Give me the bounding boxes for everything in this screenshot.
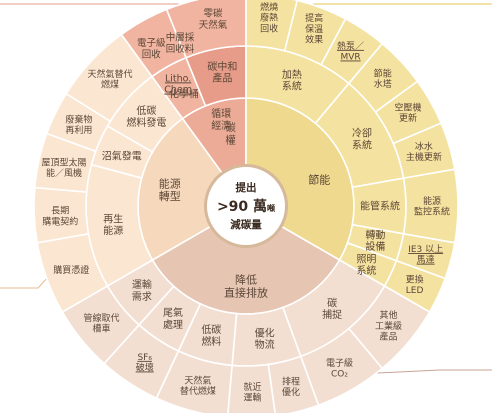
item-other-industrial: 其他工業級產品 xyxy=(375,309,402,342)
sub-tail-gas: 尾氣處理 xyxy=(163,306,183,331)
category-reduce-emission: 降低直接排放 xyxy=(224,273,268,300)
sub-low-carbon-fuel: 低碳燃料 xyxy=(201,323,221,348)
item-sf6: SF₆ 破壞 xyxy=(136,353,154,374)
category-energy-saving: 節能 xyxy=(308,172,330,186)
item-process-opt: 排程優化 xyxy=(282,375,300,398)
center-disc xyxy=(207,167,285,245)
category-carbon-right: 碳權 xyxy=(225,121,236,146)
sub-heating: 加熱系統 xyxy=(282,68,302,93)
sub-lighting: 照明系統 xyxy=(356,253,376,277)
item-ie3-motor: IE3 以上馬達 xyxy=(408,244,443,266)
sub-carbon-capture: 碳捕捉 xyxy=(322,296,342,321)
item-cooling-tower: 節能水塔 xyxy=(374,67,392,90)
item-ppa: 長期購電契約 xyxy=(42,206,78,228)
item-rooftop-solar: 屋頂型太陽能／風機 xyxy=(42,156,87,179)
sub-cooling: 冷卻系統 xyxy=(352,127,372,152)
item-led: 更換 LED xyxy=(406,274,424,297)
center-line1: 提出 xyxy=(236,181,257,194)
center-line2: >90 萬噸 xyxy=(217,198,275,215)
sub-transport: 運輸需求 xyxy=(132,278,152,303)
item-waste-heat: 燃燒廢熱回收 xyxy=(260,1,278,34)
item-pipeline: 管線取代槽車 xyxy=(83,312,119,335)
item-gas-for-coal: 天然氣替代燃煤 xyxy=(87,68,132,91)
sub-piping: 能管系統 xyxy=(360,200,400,213)
sub-drive: 轉動設備 xyxy=(365,228,385,253)
item-litho-chem: Litho. Chem xyxy=(164,73,192,95)
item-waste-reuse: 廢棄物再利用 xyxy=(65,113,92,136)
leader-line-reduce-emission xyxy=(376,369,492,374)
item-mid-layer: 中層採回收料 xyxy=(166,32,195,55)
item-air-compressor: 空壓機更新 xyxy=(394,101,421,124)
item-insulation: 提高保溫效果 xyxy=(305,12,323,45)
item-nearby-transport: 就近運輸 xyxy=(243,381,261,404)
item-energy-monitor: 能源監控系統 xyxy=(414,195,450,218)
sub-renewable: 再生能源 xyxy=(103,212,123,237)
sub-chemical-drum: 化學桶 xyxy=(169,88,199,101)
category-energy-transform: 能源轉型 xyxy=(159,176,181,203)
sub-carbon-neutral-product: 碳中和產品 xyxy=(207,60,237,85)
item-chiller: 冰水主機更新 xyxy=(406,141,442,164)
ring3-gas-for-coal xyxy=(65,33,154,123)
item-electronic-co2: 電子級 CO₂ xyxy=(326,357,353,380)
item-zero-carbon-gas: 零碳天然氣 xyxy=(199,8,228,31)
sub-low-carbon-gen: 低碳燃料發電 xyxy=(126,104,166,129)
item-rec: 購買憑證 xyxy=(53,264,89,276)
sub-biogas: 沼氣發電 xyxy=(102,149,142,162)
center-line3: 減碳量 xyxy=(230,218,262,231)
item-optimize-logistics: 優化物流 xyxy=(255,326,275,351)
item-electronic-recycle: 電子級回收 xyxy=(137,37,166,60)
item-heat-pump: 熱泵／ MVR xyxy=(337,40,364,63)
leader-line-energy-transform xyxy=(0,278,48,289)
item-natural-gas-fuel: 天然氣替代燃煤 xyxy=(180,375,216,398)
sub-circular-economy: 循環經濟 xyxy=(211,107,231,132)
